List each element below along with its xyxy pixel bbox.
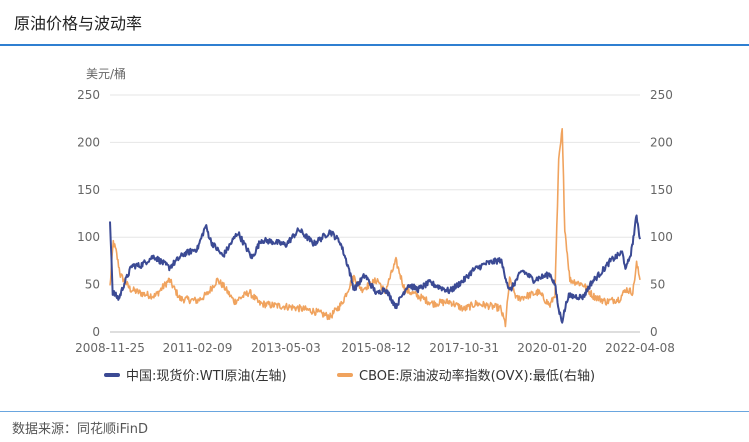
y-tick-label-right: 50 (650, 278, 665, 292)
series-line-ovx (109, 128, 641, 328)
y-tick-label-left: 100 (77, 230, 100, 244)
series-line-wti (109, 214, 641, 324)
x-tick-label: 2011-02-09 (163, 341, 233, 355)
y-tick-label-left: 250 (77, 88, 100, 102)
line-chart: 美元/桶 250 200 150 100 50 0 250 200 150 100 50 0 200… (75, 66, 675, 384)
legend-swatch-ovx (337, 373, 353, 377)
y-tick-label-left: 0 (92, 325, 100, 339)
y-tick-label-right: 0 (650, 325, 658, 339)
y-tick-label-left: 150 (77, 183, 100, 197)
x-axis-tick-labels: 2008-11-25 2011-02-09 2013-05-03 2015-08-12… (75, 341, 675, 355)
legend-label-ovx: CBOE:原油波动率指数(OVX):最低(右轴) (359, 368, 595, 384)
footer-divider (0, 411, 749, 412)
legend-swatch-wti (104, 373, 120, 377)
header-divider (0, 44, 749, 46)
y-tick-label-left: 200 (77, 135, 100, 149)
y-tick-label-right: 100 (650, 230, 673, 244)
y-tick-label-left: 50 (85, 278, 100, 292)
y-tick-label-right: 200 (650, 135, 673, 149)
chart-legend: 中国:现货价:WTI原油(左轴) CBOE:原油波动率指数(OVX):最低(右轴… (104, 368, 595, 384)
y-tick-label-right: 150 (650, 183, 673, 197)
x-tick-label: 2013-05-03 (251, 341, 321, 355)
right-axis-tick-labels: 250 200 150 100 50 0 (650, 88, 673, 339)
left-axis-unit-label: 美元/桶 (86, 66, 126, 81)
legend-label-wti: 中国:现货价:WTI原油(左轴) (126, 368, 287, 384)
chart-series (109, 128, 641, 328)
x-tick-label: 2017-10-31 (429, 341, 499, 355)
data-source-note: 数据来源：同花顺iFinD (12, 422, 149, 437)
chart-gridlines (110, 94, 640, 333)
x-tick-label: 2022-04-08 (605, 341, 675, 355)
page-title: 原油价格与波动率 (14, 14, 143, 33)
x-tick-label: 2020-01-20 (517, 341, 587, 355)
left-axis-tick-labels: 250 200 150 100 50 0 (77, 88, 100, 339)
x-tick-label: 2015-08-12 (341, 341, 411, 355)
x-tick-label: 2008-11-25 (75, 341, 145, 355)
y-tick-label-right: 250 (650, 88, 673, 102)
